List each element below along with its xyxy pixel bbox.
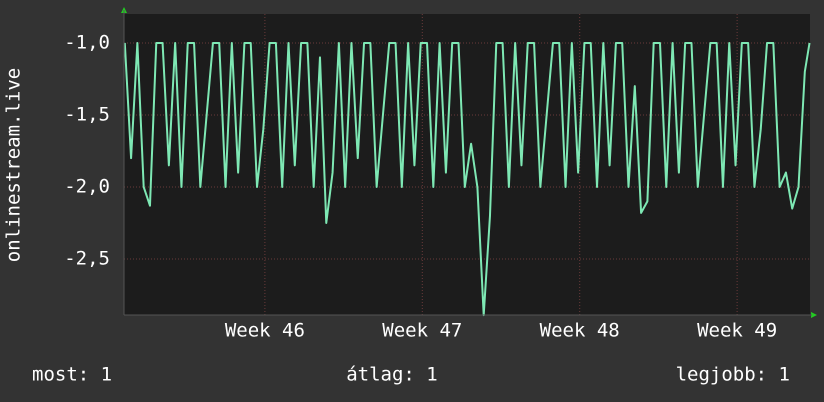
- y-tick-label: -2,0: [64, 175, 110, 197]
- x-tick-label: Week 47: [382, 320, 462, 342]
- axis-arrow: [811, 312, 817, 318]
- x-tick-label: Week 46: [225, 320, 305, 342]
- stat-now: most: 1: [32, 364, 112, 386]
- stat-average: átlag: 1: [346, 364, 438, 386]
- y-tick-label: -1,5: [64, 103, 110, 125]
- series-line: [123, 41, 811, 317]
- x-tick-label: Week 49: [697, 320, 777, 342]
- stat-best: legjobb: 1: [676, 364, 790, 386]
- y-axis-label: onlinestream.live: [3, 68, 25, 262]
- x-tick-label: Week 48: [540, 320, 620, 342]
- y-tick-label: -2,5: [64, 247, 110, 269]
- y-tick-label: -1,0: [64, 31, 110, 53]
